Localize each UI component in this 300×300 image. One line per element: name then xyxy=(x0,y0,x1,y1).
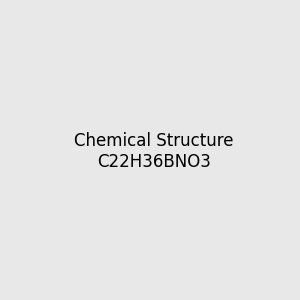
Text: Chemical Structure
C22H36BNO3: Chemical Structure C22H36BNO3 xyxy=(74,132,233,171)
